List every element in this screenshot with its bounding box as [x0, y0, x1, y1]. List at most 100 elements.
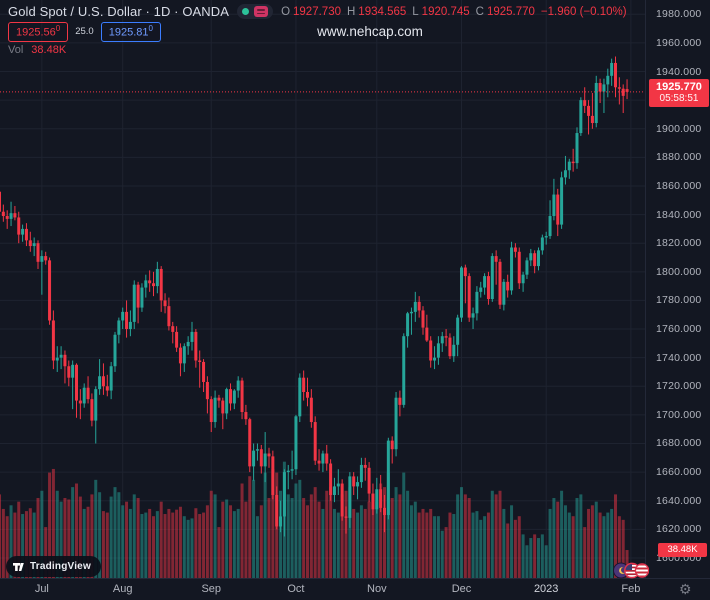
volume-bar — [267, 498, 271, 578]
candle-body — [510, 247, 514, 291]
open-label: O — [281, 5, 291, 18]
volume-bar — [409, 505, 413, 578]
candle-body — [494, 256, 498, 262]
low-label: L — [412, 5, 419, 18]
volume-bar — [82, 508, 86, 578]
volume-bar — [263, 472, 267, 578]
volume-bar — [417, 512, 421, 578]
volume-bar — [452, 514, 456, 578]
candle-body — [417, 301, 421, 311]
volume-bar — [606, 512, 610, 578]
candle-body — [433, 357, 437, 361]
candle-body — [48, 260, 52, 321]
candle-wick — [495, 250, 497, 285]
volume-bar — [75, 483, 78, 578]
volume-bar — [352, 508, 356, 578]
price-axis[interactable]: 1980.0001960.0001940.0001920.0001900.000… — [645, 0, 710, 578]
candle-body — [567, 161, 571, 171]
candle-body — [140, 287, 144, 308]
symbol-title[interactable]: Gold Spot / U.S. Dollar · 1D · OANDA — [8, 4, 230, 19]
volume-bar — [248, 476, 252, 578]
candle-body — [421, 310, 425, 328]
axis-settings-gear-icon[interactable]: ⚙ — [679, 581, 692, 597]
ohlc-readout: O 1927.730 H 1934.565 L 1920.745 C 1925.… — [281, 6, 627, 18]
candle-body — [321, 453, 325, 464]
open-value: 1927.730 — [293, 5, 341, 18]
candle-body — [483, 276, 487, 288]
volume-bar — [163, 514, 167, 578]
candle-body — [590, 115, 594, 124]
candle-wick — [41, 250, 43, 295]
volume-bar — [617, 516, 621, 578]
candle-body — [617, 87, 621, 89]
volume-readout: Vol 38.48K — [8, 44, 66, 56]
candle-body — [32, 243, 36, 247]
sell-bid-button[interactable]: 1925.560 — [8, 22, 69, 42]
candle-body — [213, 397, 217, 423]
volume-bar — [602, 516, 606, 578]
economic-event-flags[interactable] — [613, 561, 650, 585]
volume-bar — [71, 487, 75, 578]
price-tick: 1840.000 — [656, 208, 702, 221]
volume-bar — [59, 501, 63, 578]
volume-bar — [540, 534, 544, 578]
volume-bar — [486, 512, 490, 578]
volume-bar — [36, 498, 40, 578]
volume-bar — [371, 505, 375, 578]
volume-bar — [17, 501, 21, 578]
volume-bar — [598, 512, 602, 578]
volume-bar — [225, 499, 229, 578]
candle-body — [198, 360, 202, 362]
candle-body — [413, 301, 417, 312]
candle-body — [517, 251, 521, 284]
candle-wick — [287, 464, 289, 490]
candle-wick — [199, 350, 201, 388]
candle-body — [309, 397, 313, 423]
candle-body — [313, 422, 317, 461]
time-axis[interactable]: Jul Aug Sep Oct Nov Dec 2023 Feb ⚙ — [0, 578, 710, 600]
candle-body — [298, 377, 302, 417]
candle-wick — [603, 78, 605, 114]
volume-bar — [375, 501, 379, 578]
candle-body — [40, 256, 44, 262]
candle-body — [271, 456, 275, 495]
volume-bar — [498, 490, 502, 578]
tradingview-wordmark: TradingView — [30, 561, 91, 572]
high-label: H — [346, 5, 356, 18]
candle-body — [548, 216, 552, 237]
candle-body — [479, 287, 483, 292]
current-price-value: 1925.770 — [656, 80, 702, 93]
volume-bar — [182, 516, 186, 578]
candle-wick — [222, 397, 224, 430]
price-tick: 1760.000 — [656, 323, 702, 336]
volume-bar — [113, 487, 117, 578]
candle-body — [125, 311, 129, 330]
volume-bar — [348, 487, 352, 578]
candle-body — [490, 256, 494, 299]
candle-body — [375, 489, 379, 510]
volume-bar — [105, 512, 109, 578]
volume-bar — [544, 545, 548, 578]
volume-bar — [13, 512, 17, 578]
buy-ask-button[interactable]: 1925.810 — [100, 22, 161, 42]
candle-body — [352, 476, 356, 487]
volume-bar — [413, 501, 417, 578]
volume-axis-label: 38.48K — [658, 543, 707, 558]
tradingview-logo[interactable]: TradingView — [6, 556, 101, 577]
volume-bar — [625, 550, 629, 578]
volume-bar — [548, 508, 552, 578]
volume-bar — [5, 516, 9, 578]
candle-body — [51, 320, 55, 361]
volume-bar — [467, 498, 471, 578]
indicator-toggle[interactable] — [237, 4, 274, 19]
candle-body — [163, 300, 167, 307]
volume-bar — [309, 494, 313, 578]
candlestick-plot[interactable] — [0, 0, 645, 578]
volume-bar — [510, 505, 514, 578]
volume-bar — [529, 538, 533, 578]
price-tick: 1800.000 — [656, 265, 702, 278]
candle-body — [205, 381, 209, 400]
candle-body — [525, 260, 529, 275]
volume-label[interactable]: Vol — [8, 44, 24, 56]
